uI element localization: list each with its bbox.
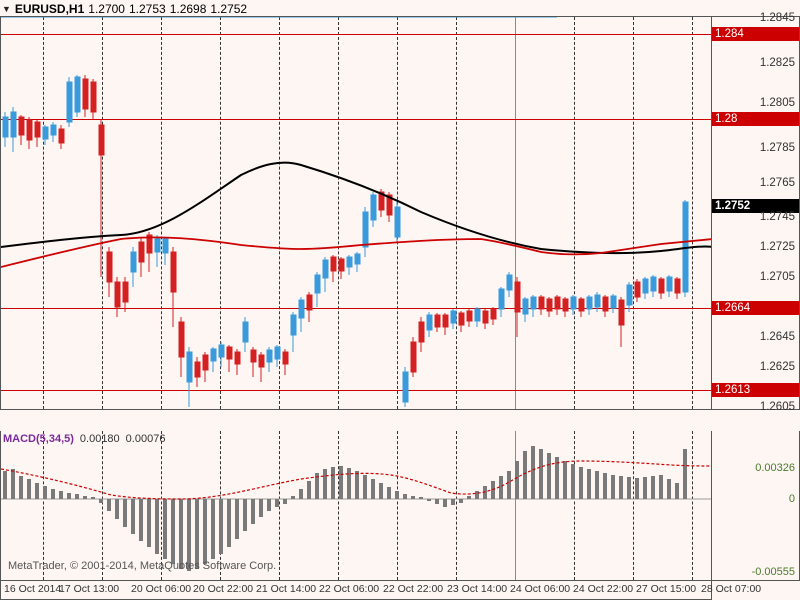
- price-axis-label-1.2664: 1.2664: [712, 301, 799, 315]
- vgrid-line: [102, 17, 103, 409]
- macd-axis-label-high: 0.00326: [755, 462, 795, 474]
- low-value: 1.2698: [170, 2, 207, 16]
- date-label-1: 17 Oct 13:00: [59, 583, 119, 595]
- vgrid-line: [574, 17, 575, 409]
- date-label-9: 24 Oct 22:00: [573, 583, 633, 595]
- price-level-line-1.2840[interactable]: [1, 34, 712, 35]
- mt4-chart-window: ▼ EURUSD,H1 1.2700 1.2753 1.2698 1.2752: [0, 0, 800, 600]
- price-level-line-1.2613[interactable]: [1, 390, 712, 391]
- vgrid-line: [279, 431, 280, 580]
- vgrid-line: [692, 17, 693, 409]
- vgrid-line: [338, 431, 339, 580]
- vgrid-line: [43, 17, 44, 409]
- price-level-line-1.2664[interactable]: [1, 308, 712, 309]
- date-label-2: 20 Oct 06:00: [131, 583, 191, 595]
- vgrid-current-time-line: [515, 431, 516, 580]
- date-label-0: 16 Oct 2014: [4, 583, 61, 595]
- macd-axis-panel[interactable]: 0.00326 0 -0.00555: [712, 431, 800, 581]
- price-axis-label-1.2840: 1.284: [712, 27, 799, 41]
- open-value: 1.2700: [88, 2, 125, 16]
- date-label-11: 28 Oct 07:00: [701, 583, 761, 595]
- price-axis-label-1.2613: 1.2613: [712, 383, 799, 397]
- vgrid-line: [161, 17, 162, 409]
- macd-axis-label-low: -0.00555: [752, 566, 795, 578]
- macd-axis-label-zero: 0: [789, 493, 795, 505]
- vgrid-line: [397, 431, 398, 580]
- symbol-label: EURUSD,H1: [15, 2, 84, 16]
- close-value: 1.2752: [210, 2, 247, 16]
- macd-histogram-series[interactable]: [1, 431, 712, 581]
- date-label-3: 20 Oct 22:00: [193, 583, 253, 595]
- vgrid-line: [220, 431, 221, 580]
- vgrid-current-time-line: [515, 17, 516, 409]
- date-axis-panel[interactable]: 16 Oct 2014 17 Oct 13:00 20 Oct 06:00 20…: [0, 581, 712, 600]
- copyright-watermark: MetaTrader, © 2001-2014, MetaQuotes Soft…: [8, 560, 276, 572]
- macd-indicator-panel[interactable]: MACD(5,34,5) 0.00180 0.00076: [0, 431, 712, 581]
- macd-value-2: 0.00076: [126, 433, 166, 445]
- date-label-4: 21 Oct 14:00: [256, 583, 316, 595]
- date-label-8: 24 Oct 06:00: [510, 583, 570, 595]
- vgrid-line: [397, 17, 398, 409]
- vgrid-line: [633, 17, 634, 409]
- vgrid-line: [102, 431, 103, 580]
- vgrid-line: [161, 431, 162, 580]
- symbol-header-bar: ▼ EURUSD,H1 1.2700 1.2753 1.2698 1.2752: [2, 2, 247, 16]
- date-label-6: 22 Oct 22:00: [383, 583, 443, 595]
- vgrid-line: [220, 17, 221, 409]
- vgrid-line: [456, 431, 457, 580]
- candlestick-series[interactable]: [1, 17, 712, 410]
- vgrid-line: [692, 431, 693, 580]
- date-label-7: 23 Oct 14:00: [447, 583, 507, 595]
- vgrid-line: [338, 17, 339, 409]
- macd-indicator-name: MACD(5,34,5): [3, 433, 74, 445]
- price-axis-panel[interactable]: 1.2845 1.284 1.2825 1.2805 1.28 1.2785 1…: [712, 16, 800, 410]
- macd-label-row: MACD(5,34,5) 0.00180 0.00076: [3, 433, 165, 445]
- vgrid-line: [633, 431, 634, 580]
- vgrid-line: [456, 17, 457, 409]
- vgrid-line: [43, 431, 44, 580]
- vgrid-line: [574, 431, 575, 580]
- date-label-5: 22 Oct 06:00: [319, 583, 379, 595]
- date-label-10: 27 Oct 15:00: [636, 583, 696, 595]
- high-value: 1.2753: [129, 2, 166, 16]
- vgrid-line: [279, 17, 280, 409]
- price-chart-panel[interactable]: [0, 16, 712, 410]
- price-axis-label-1.2800: 1.28: [712, 112, 799, 126]
- chart-dropdown-icon[interactable]: ▼: [2, 4, 11, 14]
- price-level-line-1.2800[interactable]: [1, 119, 712, 120]
- macd-value-1: 0.00180: [80, 433, 120, 445]
